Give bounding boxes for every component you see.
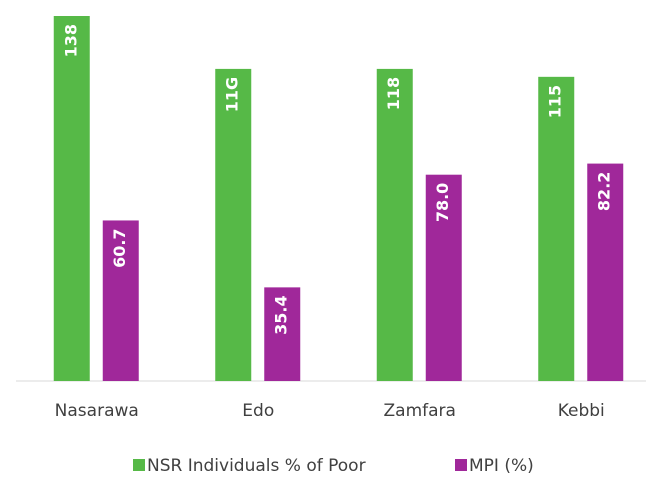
legend-label: MPI (%) [469, 456, 534, 476]
bar [264, 287, 301, 381]
value-label: 35.4 [272, 295, 291, 334]
legend-swatch [133, 459, 145, 471]
legend-label: NSR Individuals % of Poor [147, 456, 366, 476]
value-label: 11G [223, 77, 242, 112]
value-label: 60.7 [110, 228, 129, 267]
bar [587, 163, 624, 381]
value-label: 78.0 [433, 183, 452, 222]
legend-swatch [455, 459, 467, 471]
bar [53, 16, 90, 381]
x-tick-label: Edo [242, 401, 274, 421]
value-label: 115 [546, 85, 565, 118]
bar [538, 76, 575, 381]
bar [102, 220, 139, 381]
value-label: 118 [384, 77, 403, 110]
x-tick-label: Nasarawa [55, 401, 139, 421]
x-tick-label: Kebbi [558, 401, 605, 421]
bar [376, 68, 413, 381]
value-label: 138 [61, 24, 80, 57]
x-tick-label: Zamfara [384, 401, 456, 421]
bar [425, 174, 462, 381]
bar [215, 68, 252, 381]
value-label: 82.2 [595, 172, 614, 211]
